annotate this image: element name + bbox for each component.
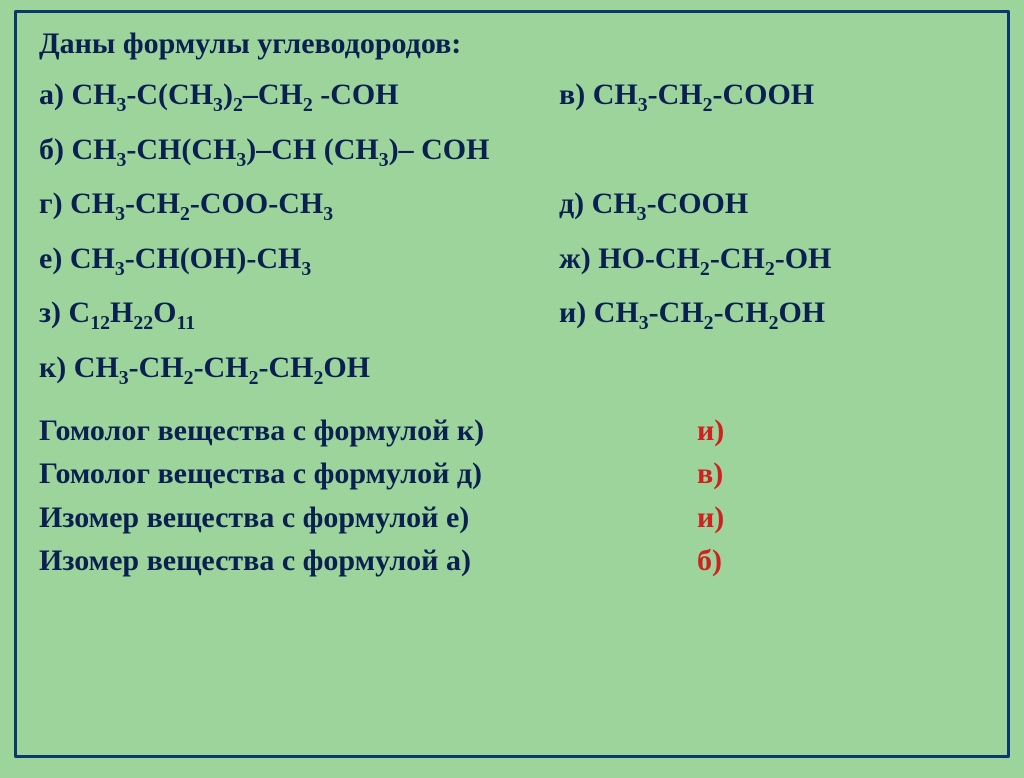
item-v-label: в)	[559, 78, 585, 111]
item-i-label: и)	[559, 296, 586, 329]
question-row-4: Изомер вещества с формулой а) б)	[39, 540, 985, 581]
formula-row-5: з) С12Н22О11 и) СН3-СН2-СН2ОН	[39, 293, 985, 334]
item-k-label: к)	[39, 351, 66, 384]
item-a-formula: СН3-С(СН3)2–СН2 -СОН	[72, 78, 399, 111]
question-1-text: Гомолог вещества с формулой к)	[39, 410, 679, 451]
item-d-label: д)	[559, 187, 584, 220]
question-4-text: Изомер вещества с формулой а)	[39, 540, 679, 581]
item-i: и) СН3-СН2-СН2ОН	[559, 293, 825, 334]
item-zh-formula: НО-СН2-СН2-ОН	[598, 242, 831, 275]
item-a: а) СН3-С(СН3)2–СН2 -СОН	[39, 75, 559, 116]
item-z-formula: С12Н22О11	[69, 296, 196, 329]
item-e-formula: СН3-СН(ОН)-СН3	[70, 242, 311, 275]
question-3-answer: и)	[697, 497, 724, 538]
item-b: б) СН3-СН(СН3)–СН (СН3)– СОН	[39, 130, 489, 171]
content-frame: Даны формулы углеводородов: а) СН3-С(СН3…	[14, 10, 1010, 758]
item-g: г) СН3-СН2-СОО-СН3	[39, 184, 559, 225]
item-g-formula: СН3-СН2-СОО-СН3	[70, 187, 333, 220]
question-3-text: Изомер вещества с формулой е)	[39, 497, 679, 538]
formula-row-4: е) СН3-СН(ОН)-СН3 ж) НО-СН2-СН2-ОН	[39, 239, 985, 280]
item-i-formula: СН3-СН2-СН2ОН	[594, 296, 825, 329]
formula-row-2: б) СН3-СН(СН3)–СН (СН3)– СОН	[39, 130, 985, 171]
item-e: е) СН3-СН(ОН)-СН3	[39, 239, 559, 280]
question-4-answer: б)	[697, 540, 722, 581]
item-z-label: з)	[39, 296, 61, 329]
item-zh: ж) НО-СН2-СН2-ОН	[559, 239, 831, 280]
question-row-2: Гомолог вещества с формулой д) в)	[39, 453, 985, 494]
formula-row-3: г) СН3-СН2-СОО-СН3 д) СН3-СООН	[39, 184, 985, 225]
question-row-3: Изомер вещества с формулой е) и)	[39, 497, 985, 538]
item-b-label: б)	[39, 133, 64, 166]
item-zh-label: ж)	[559, 242, 591, 275]
item-z: з) С12Н22О11	[39, 293, 559, 334]
formula-row-1: а) СН3-С(СН3)2–СН2 -СОН в) СН3-СН2-СООН	[39, 75, 985, 116]
item-k-formula: СН3-СН2-СН2-СН2ОН	[74, 351, 370, 384]
formula-row-6: к) СН3-СН2-СН2-СН2ОН	[39, 348, 985, 389]
item-k: к) СН3-СН2-СН2-СН2ОН	[39, 348, 370, 389]
questions-block: Гомолог вещества с формулой к) и) Гомоло…	[39, 410, 985, 582]
item-v-formula: СН3-СН2-СООН	[593, 78, 814, 111]
question-2-answer: в)	[697, 453, 723, 494]
question-1-answer: и)	[697, 410, 724, 451]
item-g-label: г)	[39, 187, 63, 220]
item-e-label: е)	[39, 242, 62, 275]
item-b-formula: СН3-СН(СН3)–СН (СН3)– СОН	[72, 133, 490, 166]
item-d: д) СН3-СООН	[559, 184, 748, 225]
page-title: Даны формулы углеводородов:	[39, 27, 985, 61]
item-a-label: а)	[39, 78, 64, 111]
item-d-formula: СН3-СООН	[592, 187, 749, 220]
question-2-text: Гомолог вещества с формулой д)	[39, 453, 679, 494]
item-v: в) СН3-СН2-СООН	[559, 75, 814, 116]
question-row-1: Гомолог вещества с формулой к) и)	[39, 410, 985, 451]
